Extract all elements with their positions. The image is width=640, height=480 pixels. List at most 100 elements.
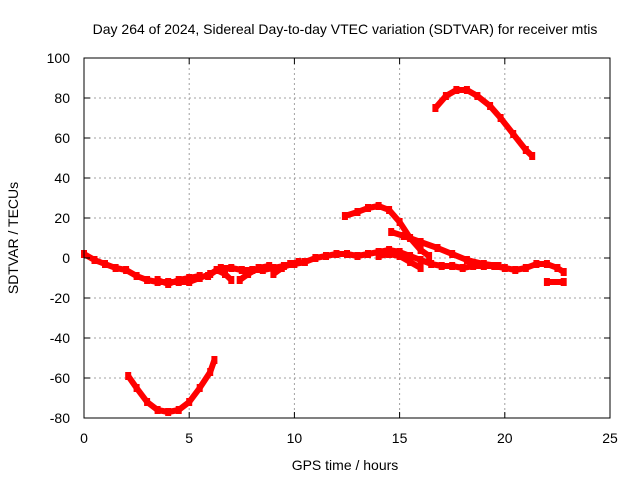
data-point [301, 258, 308, 266]
data-point [175, 276, 182, 284]
chart-title: Day 264 of 2024, Sidereal Day-to-day VTE… [93, 21, 598, 37]
data-point [510, 130, 517, 138]
data-point [417, 246, 424, 254]
data-point [144, 276, 151, 284]
x-axis-label: GPS time / hours [292, 457, 399, 473]
data-point [228, 264, 235, 272]
data-point [501, 264, 508, 272]
data-point [217, 264, 224, 272]
data-point [344, 250, 350, 258]
y-tick-label: -40 [50, 330, 70, 346]
data-point [428, 260, 435, 268]
data-point [554, 264, 561, 272]
data-point [354, 208, 361, 216]
data-point [432, 104, 439, 112]
data-point [323, 252, 329, 260]
data-point [222, 270, 228, 278]
data-point [365, 204, 371, 212]
data-point [295, 258, 302, 266]
x-tick-label: 5 [185, 430, 193, 446]
data-point [522, 264, 529, 272]
data-point [474, 92, 481, 100]
data-point [417, 238, 424, 246]
data-point [123, 266, 130, 274]
data-point [205, 272, 212, 280]
data-point [196, 384, 203, 392]
y-axis-ticks: -80 -60 -40 -20 0 20 40 60 80 100 [47, 50, 610, 426]
data-point [470, 262, 477, 270]
data-point [459, 264, 466, 272]
x-tick-label: 25 [602, 430, 618, 446]
data-point [154, 406, 161, 414]
data-point [375, 252, 382, 260]
data-point [396, 252, 403, 260]
y-tick-label: -80 [50, 410, 70, 426]
plot-frame [83, 57, 611, 419]
x-tick-label: 10 [287, 430, 303, 446]
data-point [270, 270, 277, 278]
data-point [341, 212, 348, 220]
y-tick-label: 100 [47, 50, 71, 66]
y-tick-label: 0 [62, 250, 70, 266]
data-point [186, 398, 193, 406]
x-axis-ticks: 0 5 10 15 20 25 [80, 58, 618, 446]
data-point [407, 252, 414, 260]
data-point [442, 92, 449, 100]
data-point [453, 86, 460, 94]
data-point [463, 86, 470, 94]
y-tick-label: 80 [54, 90, 70, 106]
data-point [102, 260, 108, 268]
data-point [375, 202, 382, 210]
x-tick-label: 20 [497, 430, 513, 446]
data-point [211, 356, 218, 364]
data-point [533, 260, 540, 268]
data-point [287, 260, 294, 268]
data-point [255, 264, 262, 272]
data-point [186, 274, 193, 282]
data-point [386, 206, 393, 214]
data-point [213, 266, 220, 274]
data-point [529, 152, 536, 160]
data-point [91, 256, 98, 264]
x-tick-label: 0 [80, 430, 88, 446]
series-line-pass-4 [206, 267, 234, 283]
y-tick-label: 60 [54, 130, 70, 146]
data-point [449, 250, 456, 258]
data-point [495, 262, 502, 270]
y-axis-label: SDTVAR / TECUs [5, 182, 21, 294]
data-point [278, 264, 285, 272]
data-point [388, 228, 395, 236]
series-line-pass-5 [237, 263, 270, 283]
data-point [560, 268, 567, 276]
data-point [245, 270, 252, 278]
data-point [228, 276, 235, 284]
data-point [165, 280, 172, 288]
data-point [133, 272, 140, 280]
data-point [386, 250, 393, 258]
grid-lines [84, 58, 610, 418]
y-tick-label: 20 [54, 210, 70, 226]
data-point [266, 262, 273, 270]
data-point [449, 262, 456, 270]
data-point [196, 272, 203, 280]
data-point [354, 252, 361, 260]
series-line-pass-9 [433, 87, 535, 159]
series-line-pass-2 [125, 359, 218, 415]
data-point [497, 114, 504, 122]
data-point [236, 276, 243, 284]
data-point [407, 258, 414, 266]
data-point [512, 266, 519, 274]
data-point [438, 262, 445, 270]
data-point [417, 264, 424, 272]
y-tick-label: -60 [50, 370, 70, 386]
x-tick-label: 15 [392, 430, 408, 446]
data-point [125, 372, 132, 380]
data-point [522, 146, 529, 154]
data-point [154, 276, 161, 284]
y-tick-label: 40 [54, 170, 70, 186]
data-point [463, 256, 470, 264]
data-point [434, 244, 441, 252]
data-point [165, 408, 172, 416]
data-point [543, 260, 550, 268]
